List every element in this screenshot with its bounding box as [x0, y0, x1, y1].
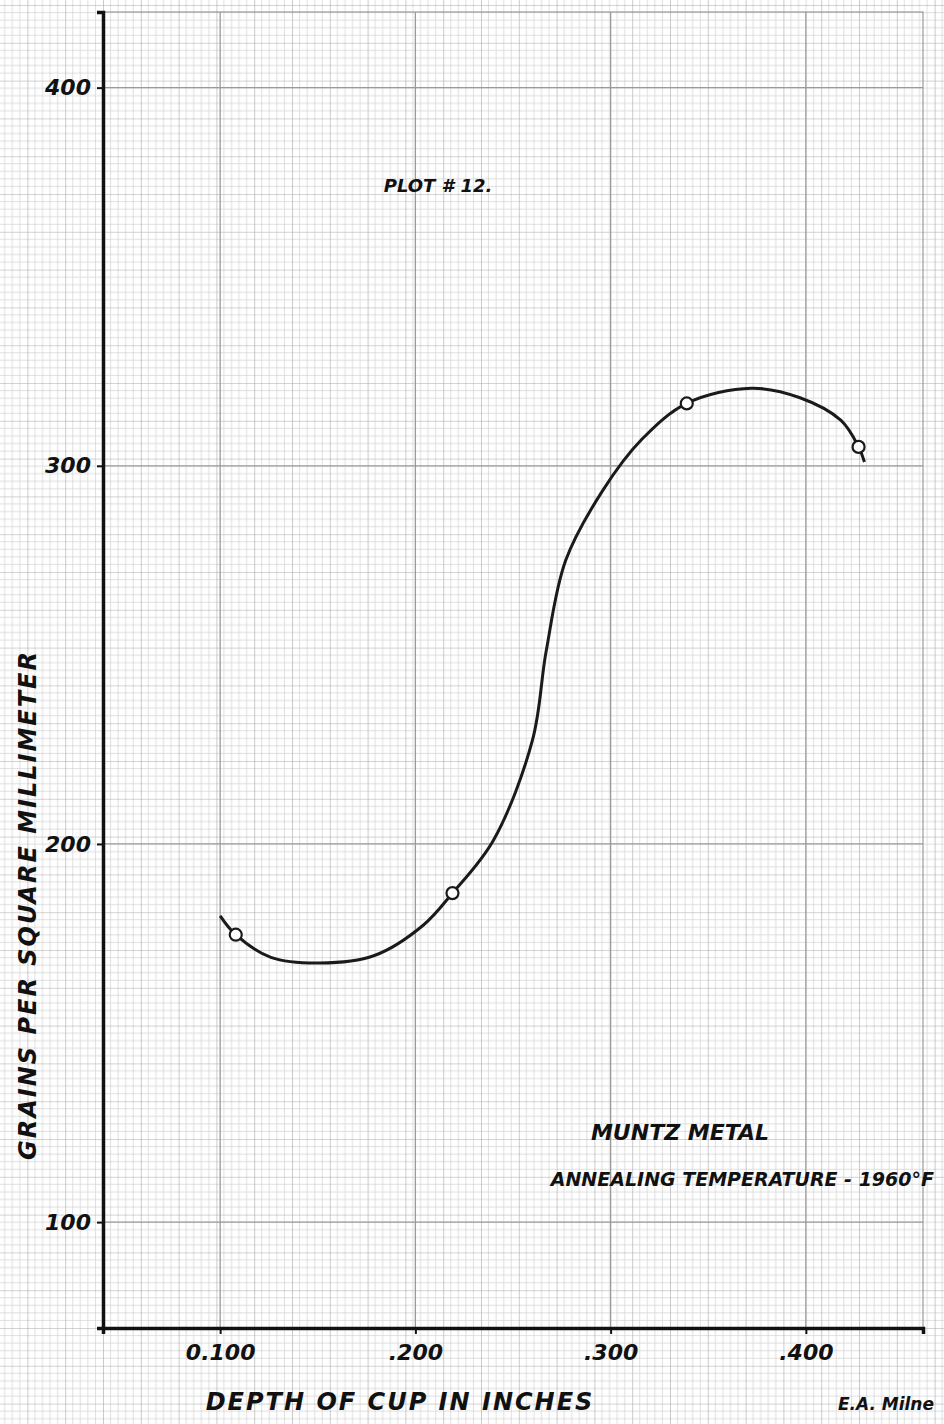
tick: .400	[779, 1328, 833, 1365]
tick-label: 0.100	[186, 1340, 256, 1365]
tick: 400	[44, 75, 103, 100]
tick: 200	[45, 831, 103, 856]
grid-line	[103, 87, 923, 88]
grid-line	[103, 1221, 923, 1222]
grid-line	[219, 12, 220, 1328]
data-point	[230, 929, 242, 941]
grid	[103, 12, 923, 1328]
data-point	[853, 441, 865, 453]
plot-frame	[103, 12, 923, 1328]
annotation: E.A. Milne	[838, 1394, 934, 1414]
title: PLOT # 12.	[384, 175, 493, 196]
marks	[220, 388, 864, 963]
axis-line	[104, 1329, 924, 1335]
grid-line	[805, 12, 806, 1328]
tick-mark	[610, 1328, 612, 1334]
tick-label: .200	[389, 1340, 443, 1365]
tick-label: 400	[44, 75, 91, 100]
tick: .300	[584, 1328, 638, 1365]
chart: 0.100 .200 .300 .400 100 200 300 400 PLOT # 12. D…	[0, 0, 944, 1424]
data-point	[446, 887, 458, 899]
y-axis: 100 200 300 400	[44, 13, 103, 1329]
tick: .200	[389, 1328, 443, 1365]
annotation: MUNTZ METAL	[591, 1120, 769, 1145]
axis-line	[97, 13, 104, 1329]
x-axis-title: DEPTH OF CUP IN INCHES	[206, 1388, 595, 1416]
tick-label: 100	[45, 1210, 91, 1235]
grid-line	[103, 465, 923, 466]
tick-mark	[805, 1328, 807, 1334]
data-point	[681, 397, 693, 409]
tick-label: 200	[45, 831, 91, 856]
tick-mark	[220, 1328, 222, 1334]
tick-mark	[415, 1328, 417, 1334]
grid-line	[415, 12, 416, 1328]
tick: 300	[45, 453, 103, 478]
tick-mark	[97, 465, 103, 467]
tick-mark	[97, 87, 103, 89]
tick-label: 300	[45, 453, 91, 478]
tick: 0.100	[186, 1328, 256, 1365]
y-axis-title: GRAINS PER SQUARE MILLIMETER	[14, 650, 42, 1160]
graph-paper	[0, 0, 944, 1424]
curve	[220, 388, 864, 963]
tick-mark	[97, 1222, 103, 1224]
annotation: ANNEALING TEMPERATURE - 1960°F	[549, 1168, 934, 1190]
tick-label: .300	[584, 1340, 638, 1365]
grid-line	[103, 843, 923, 844]
tick: 100	[45, 1210, 103, 1235]
tick-label: .400	[779, 1340, 833, 1365]
x-axis: 0.100 .200 .300 .400	[104, 1328, 924, 1365]
tick-mark	[97, 843, 103, 845]
